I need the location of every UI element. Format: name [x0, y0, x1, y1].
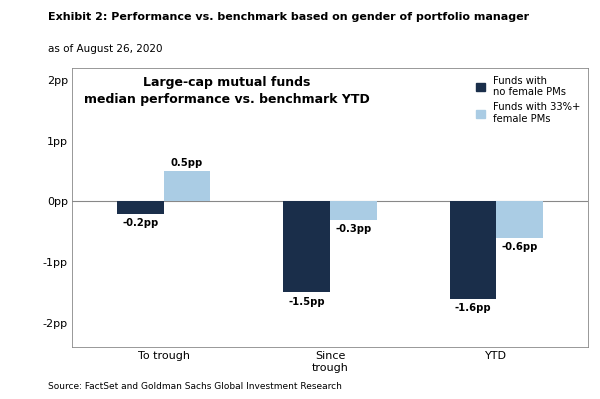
- Bar: [496, 201, 543, 238]
- Text: -0.3pp: -0.3pp: [335, 224, 371, 234]
- Text: Source: FactSet and Goldman Sachs Global Investment Research: Source: FactSet and Goldman Sachs Global…: [48, 382, 342, 391]
- Bar: [117, 201, 164, 213]
- Bar: [283, 201, 330, 292]
- Bar: [164, 171, 210, 201]
- Text: Exhibit 2: Performance vs. benchmark based on gender of portfolio manager: Exhibit 2: Performance vs. benchmark bas…: [48, 12, 529, 22]
- Text: -1.5pp: -1.5pp: [289, 297, 325, 307]
- Text: -1.6pp: -1.6pp: [455, 303, 491, 313]
- Bar: [330, 201, 377, 219]
- Text: as of August 26, 2020: as of August 26, 2020: [48, 44, 163, 54]
- Text: -0.6pp: -0.6pp: [502, 242, 538, 252]
- Bar: [450, 201, 496, 298]
- Text: Large-cap mutual funds
median performance vs. benchmark YTD: Large-cap mutual funds median performanc…: [84, 76, 370, 106]
- Text: 0.5pp: 0.5pp: [171, 158, 203, 168]
- Legend: Funds with
no female PMs, Funds with 33%+
female PMs: Funds with no female PMs, Funds with 33%…: [473, 73, 583, 127]
- Text: -0.2pp: -0.2pp: [122, 218, 158, 228]
